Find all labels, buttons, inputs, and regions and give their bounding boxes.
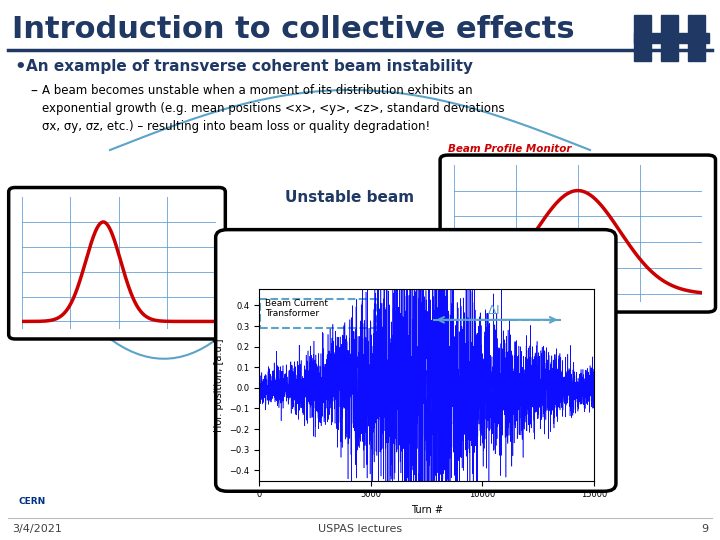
FancyBboxPatch shape [216, 230, 616, 491]
Bar [634, 33, 708, 43]
Text: Beam Current
Transformer: Beam Current Transformer [265, 299, 328, 318]
X-axis label: Turn #: Turn # [410, 505, 443, 515]
Text: $\Delta$I: $\Delta$I [487, 304, 500, 317]
FancyBboxPatch shape [9, 187, 225, 339]
Bar [634, 15, 651, 62]
Bar [662, 15, 678, 62]
FancyBboxPatch shape [440, 155, 716, 312]
Text: CERN: CERN [19, 497, 45, 507]
Bar [688, 15, 704, 62]
Text: An example of transverse coherent beam instability: An example of transverse coherent beam i… [26, 59, 473, 75]
Text: 3/4/2021: 3/4/2021 [12, 524, 62, 534]
Y-axis label: Hor. position, [a.u.]: Hor. position, [a.u.] [214, 338, 224, 431]
Text: •: • [14, 58, 26, 76]
Text: Introduction to collective effects: Introduction to collective effects [12, 16, 575, 44]
Text: A beam becomes unstable when a moment of its distribution exhibits an
exponentia: A beam becomes unstable when a moment of… [42, 84, 505, 133]
Text: 9: 9 [701, 524, 708, 534]
Text: Unstable beam: Unstable beam [285, 190, 414, 205]
Text: Beam Profile Monitor: Beam Profile Monitor [13, 193, 137, 203]
Text: Beam Profile Monitor: Beam Profile Monitor [448, 144, 572, 154]
Text: –: – [30, 85, 37, 99]
Text: USPAS lectures: USPAS lectures [318, 524, 402, 534]
